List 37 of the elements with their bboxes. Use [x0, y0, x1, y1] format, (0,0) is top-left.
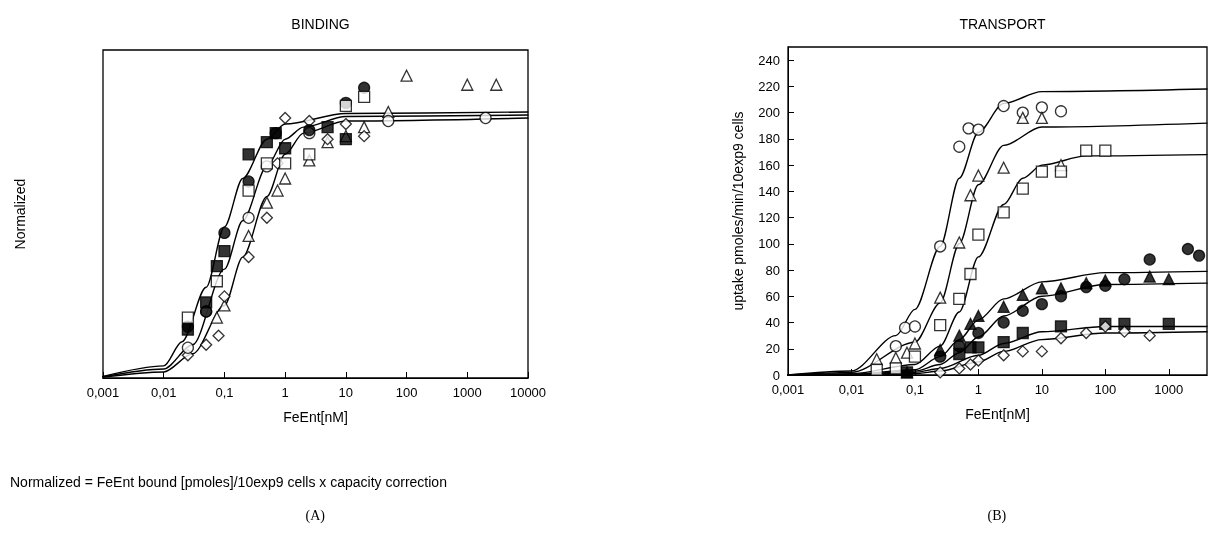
y-tick-label: 0 — [772, 367, 780, 383]
x-axis-title: FeEnt[nM] — [965, 406, 1030, 422]
y-tick-label: 240 — [758, 52, 780, 68]
x-axis-title: FeEnt[nM] — [283, 409, 348, 425]
text: (A) — [305, 507, 326, 524]
y-tick-label: 20 — [765, 341, 780, 357]
y-axis-title: Normalized — [12, 178, 28, 250]
text: Normalized = FeEnt bound [pmoles]/10exp9 cells x capacity correction — [10, 474, 447, 490]
y-tick-label: 40 — [765, 315, 780, 331]
x-tick-label: 0,1 — [215, 385, 234, 400]
x-tick-label: 0,01 — [151, 385, 177, 400]
chart-title: TRANSPORT — [959, 16, 1046, 32]
y-tick-label: 120 — [758, 210, 780, 226]
y-axis-title: uptake pmoles/min/10exp9 cells — [730, 111, 746, 311]
y-tick-label: 60 — [765, 288, 780, 304]
x-tick-label: 100 — [395, 385, 418, 400]
x-tick-label: 10000 — [509, 385, 547, 400]
x-tick-label: 0,1 — [905, 382, 924, 397]
y-tick-label: 140 — [758, 183, 780, 199]
y-tick-label: 220 — [758, 78, 780, 94]
y-tick-label: 180 — [758, 131, 780, 147]
x-tick-label: 10 — [338, 385, 354, 400]
x-tick-label: 1 — [281, 385, 289, 400]
x-tick-label: 1000 — [452, 385, 482, 400]
x-tick-label: 1 — [974, 382, 983, 397]
y-tick-label: 200 — [758, 105, 780, 121]
x-tick-label: 0,001 — [771, 382, 805, 397]
x-tick-label: 0,01 — [838, 382, 865, 397]
y-tick-label: 100 — [758, 236, 780, 252]
x-tick-label: 0,001 — [86, 385, 120, 400]
x-tick-label: 10 — [1034, 382, 1050, 397]
x-tick-label: 1000 — [1154, 382, 1184, 397]
x-tick-label: 100 — [1094, 382, 1117, 397]
text: (B) — [987, 507, 1007, 524]
y-tick-label: 160 — [758, 157, 780, 173]
y-tick-label: 80 — [765, 262, 780, 278]
chart-title: BINDING — [291, 16, 350, 32]
